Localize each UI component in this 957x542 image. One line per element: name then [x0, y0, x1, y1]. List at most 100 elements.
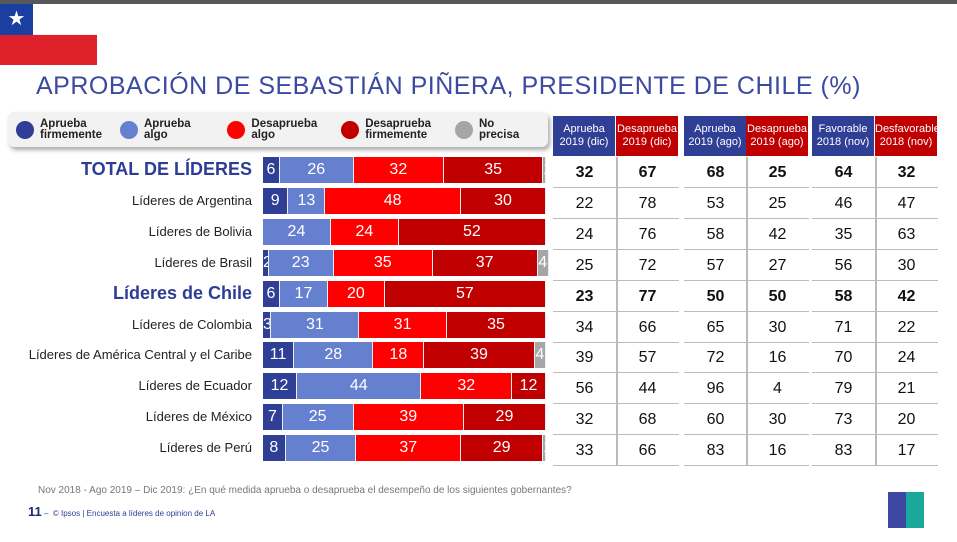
chile-flag: ★: [0, 4, 97, 65]
legend-label: No precisa: [478, 117, 520, 141]
bar-segment: 24: [263, 218, 331, 245]
table-cell: 25: [746, 157, 809, 188]
table-cell: 58: [684, 219, 747, 250]
bar-segment: 4: [534, 342, 546, 369]
legend-label: Aprueba algo: [144, 117, 191, 141]
row-label: Líderes de Brasil: [154, 254, 252, 270]
legend-swatch: [227, 120, 246, 139]
table-cell: 72: [684, 342, 747, 374]
table-cell: 4: [746, 373, 809, 405]
table-cell: 64: [812, 157, 875, 188]
question-note: Nov 2018 - Ago 2019 – Dic 2019: ¿En qué …: [38, 485, 572, 496]
bar-segment: 7: [263, 404, 283, 431]
legend-item: Desaprueba firmemente: [341, 118, 443, 141]
row-label: Líderes de Ecuador: [138, 378, 252, 394]
bar-segment: 57: [384, 280, 546, 307]
table-cell: 57: [684, 250, 747, 281]
bar-segment: 28: [294, 342, 374, 369]
bar-segment: 35: [446, 311, 546, 338]
bar-segment: 37: [356, 435, 462, 462]
table-cell: 25: [746, 188, 809, 219]
bar-segment: 12: [263, 373, 297, 400]
table-cell: 56: [553, 373, 616, 405]
table-cell: 50: [746, 281, 809, 312]
bar-segment: 31: [359, 311, 447, 338]
bar-segment: 4: [537, 249, 549, 276]
header-line: Desfavorable: [875, 123, 940, 135]
bar-segment: 11: [263, 342, 295, 369]
header-line: Desaprueba: [747, 123, 807, 135]
table-cell: 50: [684, 281, 747, 312]
legend-swatch: [454, 120, 473, 139]
bar-segment: 2: [263, 249, 269, 276]
table-cell: 66: [616, 312, 679, 343]
table-cell: 30: [746, 312, 809, 343]
table-cell: 83: [812, 435, 875, 467]
bar-segment: 48: [325, 187, 462, 214]
row-label: Líderes de Colombia: [132, 316, 252, 332]
legend-label: Aprueba firmemente: [40, 117, 102, 141]
row-label: Líderes de Perú: [159, 440, 252, 456]
table-cell: 30: [875, 250, 938, 281]
table-cell: 68: [616, 404, 679, 436]
table-cell: 66: [616, 435, 679, 467]
row-label: Líderes de América Central y el Caribe: [28, 347, 252, 363]
bar-segment: 18: [373, 342, 425, 369]
column-divider: [875, 157, 877, 466]
bar-segment: 23: [268, 249, 334, 276]
source-text: © Ipsos | Encuesta a líderes de opinion …: [52, 509, 216, 518]
bar-segment: 32: [353, 157, 445, 183]
bar-segment: 35: [444, 157, 544, 183]
bar-segment: 25: [282, 404, 354, 431]
table-cell: 25: [553, 250, 616, 281]
bar-segment: 13: [288, 187, 326, 214]
table-cell: 42: [875, 281, 938, 312]
bar-segment: 8: [263, 435, 286, 462]
table-cell: 30: [746, 404, 809, 436]
table-cell: 76: [616, 219, 679, 250]
legend-swatch: [120, 120, 138, 139]
table-cell: 22: [875, 312, 938, 343]
footer-source: 11 – © Ipsos | Encuesta a líderes de opi…: [28, 504, 215, 519]
table-header: Aprueba 2019 (ago): [684, 116, 746, 156]
table-cell: 34: [553, 312, 616, 343]
legend-swatch: [341, 120, 360, 139]
table-cell: 35: [812, 219, 875, 250]
bar-segment: 37: [432, 249, 538, 276]
table-cell: 32: [553, 157, 616, 188]
row-label: Líderes de Argentina: [132, 192, 252, 208]
bar-segment: 29: [463, 404, 546, 431]
table-header: Desaprueba 2019 (ago): [746, 116, 808, 156]
legend-label: Desaprueba algo: [251, 117, 318, 141]
table-cell: 57: [616, 342, 679, 374]
table-cell: 78: [616, 188, 679, 219]
row-label: Líderes de Bolivia: [148, 223, 252, 239]
table-cell: 27: [746, 250, 809, 281]
table-cell: 72: [616, 250, 679, 281]
header-line: 2019 (dic): [559, 136, 609, 148]
table-header: Desfavorable 2018 (nov): [875, 116, 940, 156]
table-header: Desaprueba 2019 (dic): [616, 116, 678, 156]
bar-segment: 9: [263, 187, 289, 214]
table-cell: 32: [553, 404, 616, 436]
legend-swatch: [16, 120, 34, 139]
bar-segment: 26: [279, 157, 354, 183]
legend-item: Aprueba algo: [120, 117, 215, 141]
table-cell: 83: [684, 435, 747, 467]
table-header: Favorable 2018 (nov): [812, 116, 874, 156]
table-cell: 39: [553, 342, 616, 374]
bar-segment: 17: [279, 280, 329, 307]
table-cell: 16: [746, 435, 809, 467]
table-cell: 71: [812, 312, 875, 343]
table-cell: 47: [875, 188, 938, 219]
table-cell: 65: [684, 312, 747, 343]
bar-segment: 44: [296, 373, 422, 400]
bar-segment: 29: [461, 435, 544, 462]
bar-segment: 39: [353, 404, 464, 431]
top-bar: [0, 0, 957, 4]
table-cell: 42: [746, 219, 809, 250]
legend-item: Desaprueba algo: [227, 117, 329, 141]
bar-segment: 3: [263, 311, 272, 338]
table-cell: 60: [684, 404, 747, 436]
header-line: Aprueba: [563, 123, 605, 135]
